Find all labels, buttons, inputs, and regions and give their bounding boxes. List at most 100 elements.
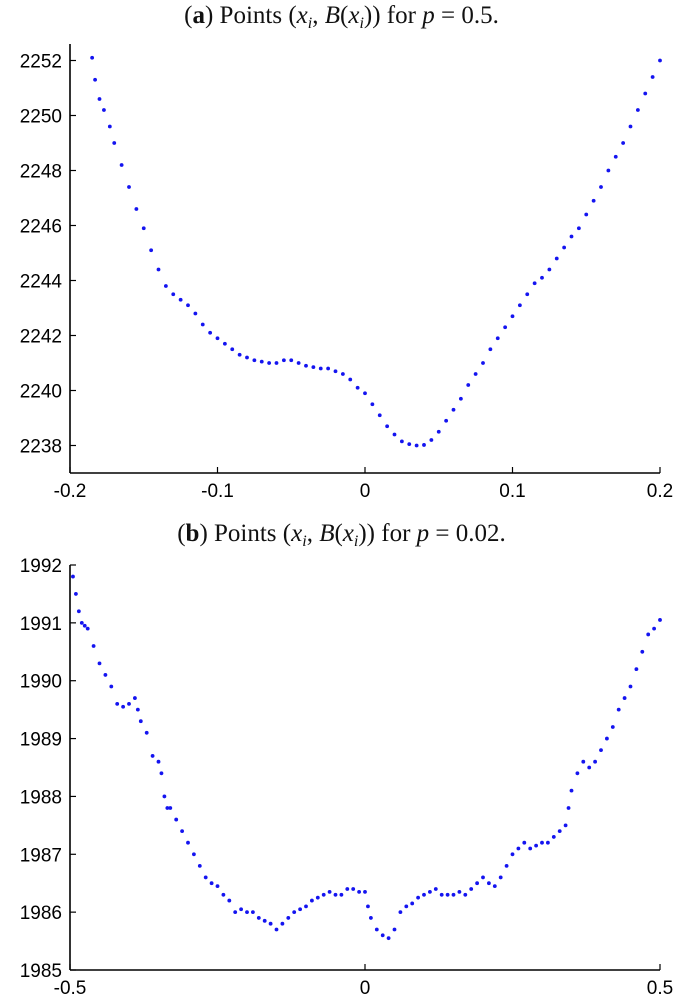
data-point <box>209 881 214 886</box>
data-point <box>562 245 567 250</box>
data-point <box>380 933 385 938</box>
data-point <box>102 108 106 112</box>
data-point <box>289 358 294 363</box>
data-point <box>392 432 397 437</box>
data-point <box>599 185 603 189</box>
data-point <box>410 901 415 906</box>
data-point <box>616 707 621 712</box>
data-point <box>90 55 95 60</box>
data-point <box>525 292 530 297</box>
data-point <box>233 910 238 915</box>
y-tick-label: 1988 <box>20 787 62 808</box>
data-point <box>557 829 562 834</box>
data-point <box>576 226 581 231</box>
data-point <box>546 840 550 845</box>
data-point <box>97 97 102 101</box>
data-point <box>318 366 323 371</box>
data-point <box>298 907 302 912</box>
data-point <box>370 402 375 407</box>
data-point <box>587 765 592 770</box>
data-point <box>439 892 444 897</box>
data-point <box>414 443 419 448</box>
data-point <box>333 369 338 374</box>
data-point <box>591 198 596 203</box>
data-point <box>135 707 140 712</box>
y-tick-label: 1989 <box>20 730 62 751</box>
data-point <box>339 892 344 897</box>
data-point <box>451 407 456 412</box>
data-point <box>79 620 84 625</box>
data-point <box>554 256 559 261</box>
data-point <box>473 372 478 376</box>
y-tick-label: 1985 <box>20 961 62 982</box>
x-tick-label: -0.2 <box>54 481 87 502</box>
data-point <box>374 927 379 932</box>
data-point <box>274 927 279 932</box>
data-point <box>149 248 154 253</box>
data-point <box>144 730 149 735</box>
data-point <box>93 77 97 82</box>
data-point <box>251 910 255 915</box>
data-point <box>457 889 462 894</box>
y-tick-label: 2246 <box>20 217 62 238</box>
data-point <box>215 884 220 889</box>
data-point <box>606 168 611 173</box>
data-point <box>399 439 404 444</box>
data-point <box>428 889 432 894</box>
data-point <box>532 281 537 286</box>
data-point <box>138 719 143 724</box>
data-point <box>407 442 412 447</box>
data-point <box>245 910 249 915</box>
data-point <box>221 892 226 897</box>
data-point <box>259 359 264 364</box>
data-point <box>540 840 544 845</box>
data-point <box>215 336 220 341</box>
data-point <box>156 759 161 764</box>
data-point <box>404 904 409 909</box>
panel-b-title: (b) Points (xi, B(xi)) for p = 0.02. <box>177 520 506 550</box>
data-point <box>628 684 633 689</box>
data-point <box>327 889 332 894</box>
data-point <box>326 366 331 371</box>
y-tick-label: 2244 <box>20 272 63 293</box>
data-point <box>252 358 257 363</box>
y-tick-label: 2250 <box>20 107 62 128</box>
data-point <box>168 806 173 810</box>
data-point <box>613 154 618 159</box>
data-point <box>165 806 170 810</box>
data-point <box>134 207 139 211</box>
data-point <box>280 921 285 926</box>
data-point <box>444 418 449 423</box>
data-point <box>463 892 468 897</box>
data-point <box>492 884 497 889</box>
data-point <box>635 108 640 112</box>
data-point <box>109 684 114 689</box>
data-point <box>599 748 603 753</box>
data-point <box>422 443 426 447</box>
data-point <box>162 794 167 799</box>
data-point <box>97 661 102 666</box>
data-point <box>385 424 390 429</box>
data-point <box>551 835 556 839</box>
data-point <box>351 887 356 891</box>
data-point <box>127 701 131 706</box>
data-point <box>192 852 196 857</box>
data-point <box>71 574 75 579</box>
data-point <box>621 141 626 145</box>
data-point <box>208 330 213 335</box>
y-tick-label: 1987 <box>20 845 62 866</box>
data-point <box>534 843 538 848</box>
data-point <box>495 336 500 341</box>
data-point <box>398 910 403 915</box>
data-point <box>416 895 420 900</box>
data-point <box>369 916 373 920</box>
data-point <box>292 910 297 915</box>
y-tick-label: 2242 <box>20 327 62 348</box>
data-point <box>156 267 161 272</box>
data-point <box>180 829 185 834</box>
data-point <box>469 887 474 891</box>
data-point <box>355 385 360 390</box>
data-point <box>340 372 345 376</box>
data-point <box>634 667 639 672</box>
data-point <box>121 704 125 709</box>
